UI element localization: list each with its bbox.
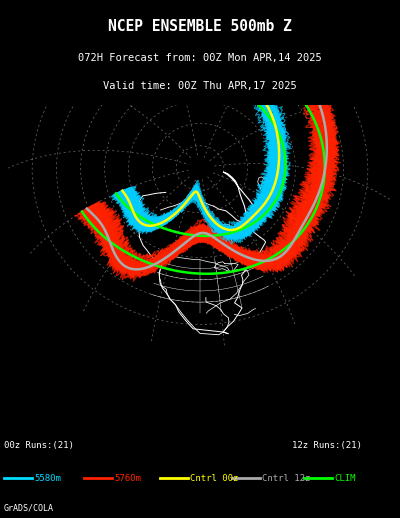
Text: Cntrl 12z: Cntrl 12z: [262, 473, 310, 483]
Text: Cntrl 00z: Cntrl 00z: [190, 473, 238, 483]
Text: GrADS/COLA: GrADS/COLA: [4, 503, 54, 512]
Text: 12z Runs:(21): 12z Runs:(21): [292, 441, 362, 450]
Text: 00z Runs:(21): 00z Runs:(21): [4, 441, 74, 450]
Text: CLIM: CLIM: [334, 473, 356, 483]
Text: Valid time: 00Z Thu APR,17 2025: Valid time: 00Z Thu APR,17 2025: [103, 81, 297, 91]
Text: 072H Forecast from: 00Z Mon APR,14 2025: 072H Forecast from: 00Z Mon APR,14 2025: [78, 53, 322, 63]
Text: NCEP ENSEMBLE 500mb Z: NCEP ENSEMBLE 500mb Z: [108, 19, 292, 34]
Text: 5580m: 5580m: [34, 473, 61, 483]
Text: 5760m: 5760m: [114, 473, 141, 483]
